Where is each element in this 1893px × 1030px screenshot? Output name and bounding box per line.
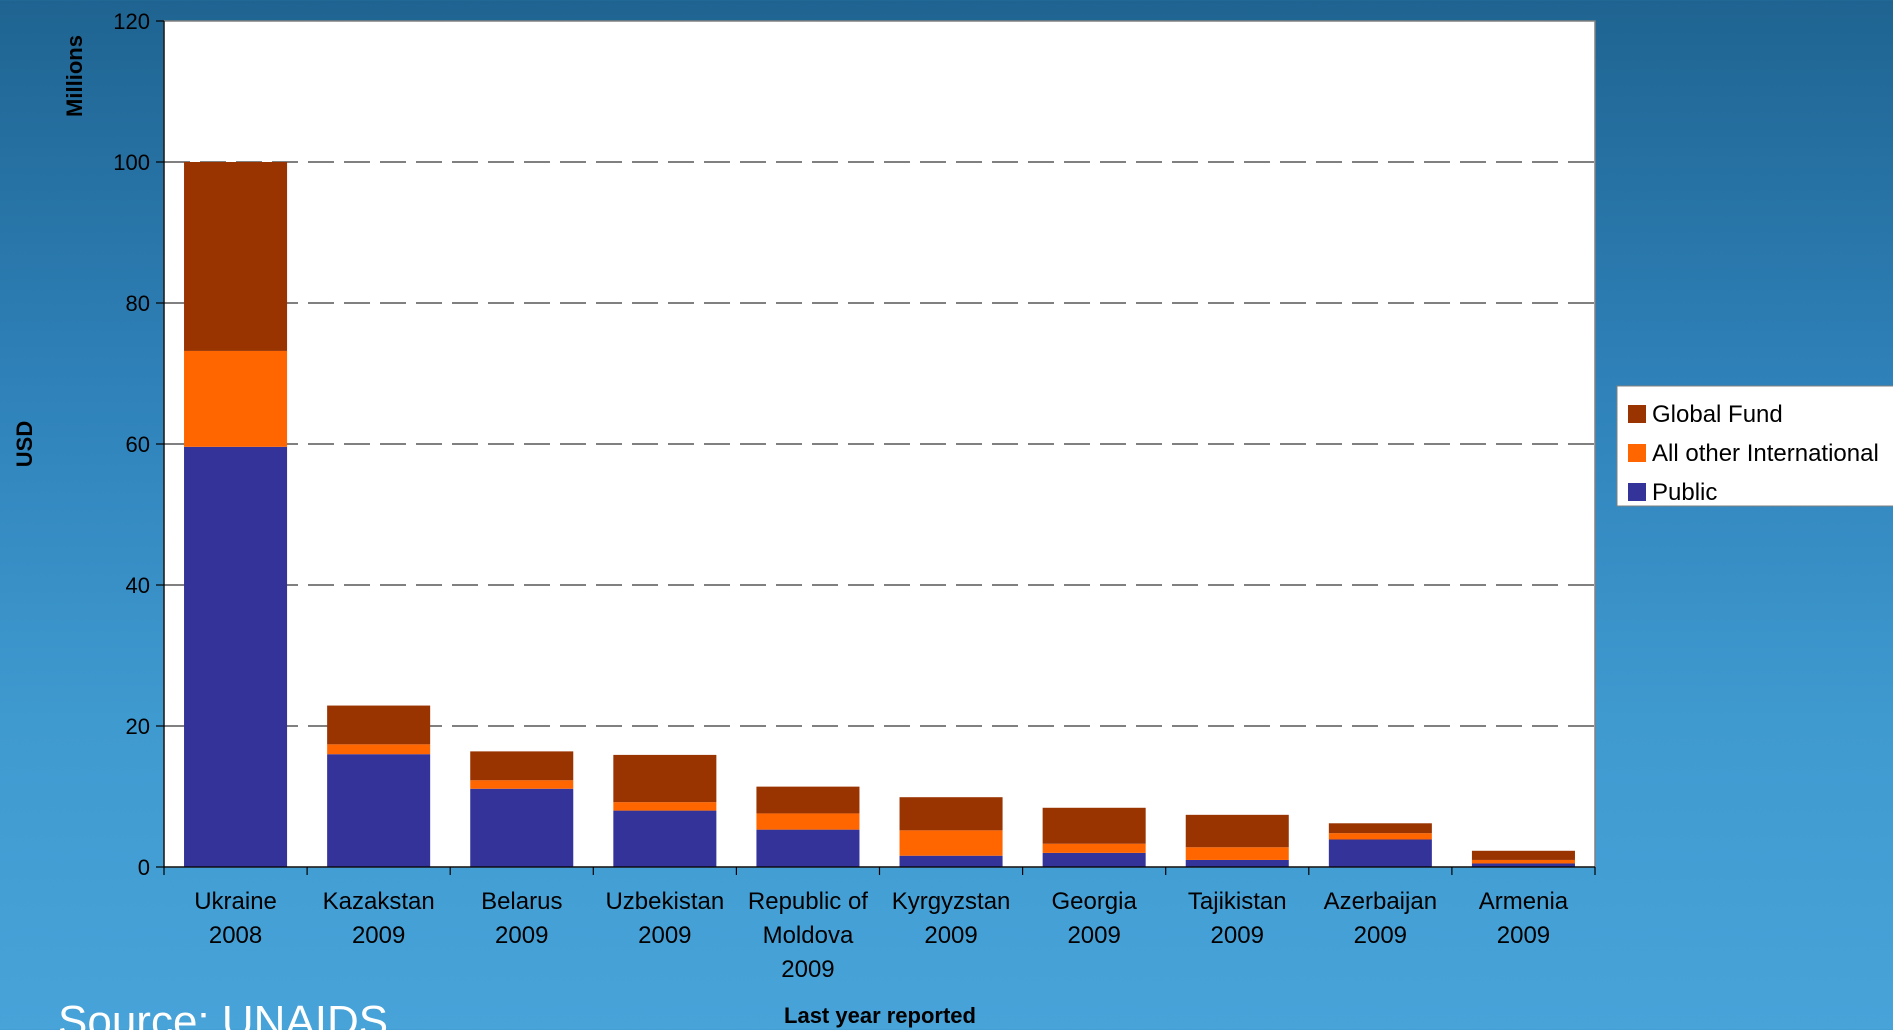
x-tick-label: Uzbekistan 2009 [605, 888, 724, 949]
y-tick-label: 100 [113, 150, 150, 175]
legend-swatch [1628, 483, 1646, 501]
bar-segment [1185, 814, 1289, 848]
x-tick-label: Ukraine 2008 [194, 888, 277, 949]
legend: Global Fund All other International Public [1616, 385, 1893, 507]
legend-label: All other International [1652, 440, 1879, 467]
bar-segment [1042, 843, 1146, 853]
bar-segment [470, 780, 574, 789]
bar-segment [899, 855, 1003, 867]
y-tick-label: 40 [126, 573, 150, 598]
x-tick-label: Kazakstan 2009 [323, 888, 435, 949]
bar-segment [1185, 859, 1289, 867]
x-axis-title: Last year reported [784, 1003, 976, 1028]
x-tick-label: Georgia 2009 [1051, 888, 1137, 949]
x-tick-label: Kyrgyzstan 2009 [892, 888, 1011, 949]
legend-swatch [1628, 405, 1646, 423]
y-tick-label: 0 [138, 855, 150, 880]
x-tick-label: Azerbaijan 2009 [1324, 888, 1437, 949]
y-axis-unit: Millions [62, 35, 87, 117]
axis-labels: 0 20 40 60 80 100 120 Ukraine 2008 Kazakstan 2009 B… [113, 9, 1569, 983]
y-tick-label: 120 [113, 9, 150, 34]
y-axis-title: USD [12, 421, 37, 467]
bar-segment [613, 802, 717, 811]
x-tick-label: Armenia 2009 [1479, 888, 1569, 949]
bar-segment [756, 829, 860, 867]
bar-segment [1328, 823, 1432, 834]
bar-segment [1471, 859, 1575, 864]
bar-segment [184, 446, 288, 867]
y-tick-label: 60 [126, 432, 150, 457]
bar-segment [470, 751, 574, 781]
bar-segment [1328, 833, 1432, 840]
bar-segment [1042, 807, 1146, 844]
bars [184, 162, 1575, 867]
bar-segment [756, 813, 860, 830]
bar-segment [470, 788, 574, 867]
bar-segment [327, 744, 431, 755]
legend-label: Public [1652, 479, 1717, 506]
axes [156, 20, 1596, 875]
bar-segment [1328, 839, 1432, 867]
legend-swatch [1628, 444, 1646, 462]
bar-segment [1042, 852, 1146, 867]
y-tick-label: 20 [126, 714, 150, 739]
bar-segment [613, 810, 717, 867]
legend-box [1616, 385, 1893, 507]
bar-segment [1185, 847, 1289, 860]
bar-segment [756, 786, 860, 814]
x-tick-label: Tajikistan 2009 [1188, 888, 1287, 949]
bar-segment [1471, 850, 1575, 860]
x-tick-label: Republic of Moldova 2009 [748, 888, 868, 983]
bar-segment [184, 162, 288, 351]
bar-segment [899, 797, 1003, 831]
bar-segment [613, 754, 717, 803]
y-tick-label: 80 [126, 291, 150, 316]
bar-segment [327, 754, 431, 867]
bar-segment [899, 830, 1003, 856]
bar-segment [184, 350, 288, 447]
bar-segment [327, 705, 431, 745]
legend-label: Global Fund [1652, 401, 1783, 428]
bar-segment [1471, 863, 1575, 867]
source-note: Source: UNAIDS [58, 997, 389, 1030]
x-tick-label: Belarus 2009 [481, 888, 562, 949]
